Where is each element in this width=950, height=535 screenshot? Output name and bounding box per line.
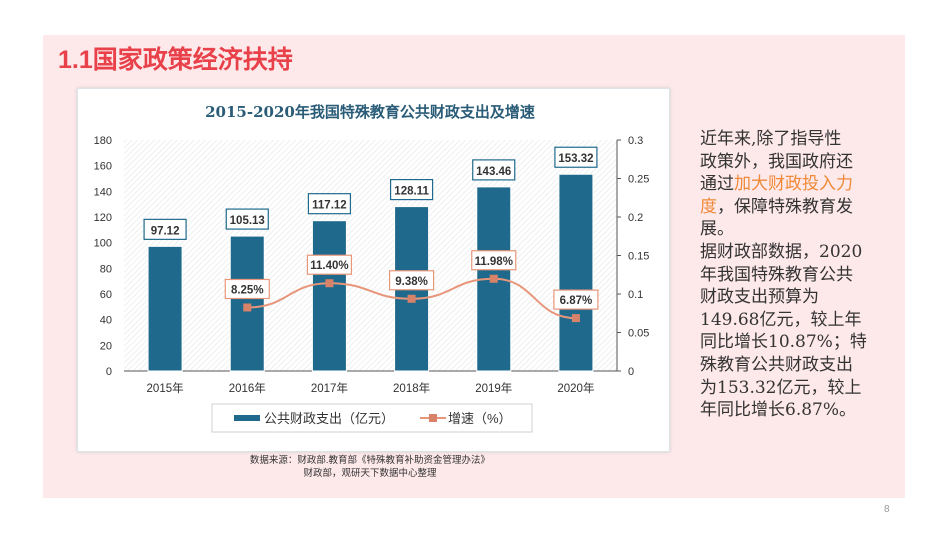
growth-label-box xyxy=(306,254,353,275)
growth-marker xyxy=(243,303,252,312)
bar-label-box xyxy=(472,159,516,181)
text-segment: 财政支出预算为 xyxy=(700,287,819,308)
legend-bar-swatch xyxy=(234,415,260,421)
body-line: 财政支出预算为 xyxy=(700,286,900,309)
text-segment: 展。 xyxy=(700,219,734,240)
legend-line-marker xyxy=(429,414,437,422)
growth-marker xyxy=(489,274,498,283)
left-tick-label: 100 xyxy=(94,238,112,250)
growth-marker xyxy=(571,314,580,323)
growth-label-box xyxy=(388,270,435,291)
bar xyxy=(558,173,594,372)
growth-label: 11.40% xyxy=(310,260,348,272)
legend-label: 增速（%） xyxy=(448,411,512,426)
bar-label: 117.12 xyxy=(312,200,347,212)
bar-label-box xyxy=(143,218,187,240)
body-line: 通过加大财政投入力 xyxy=(700,173,900,196)
chart-source: 数据来源：财政部.教育部《特殊教育补助资金管理办法》 财政部，观研天下数据中心整… xyxy=(200,454,540,480)
body-line: 年我国特殊教育公共 xyxy=(700,264,900,287)
x-tick-label: 2017年 xyxy=(311,381,348,395)
bar-label-box xyxy=(225,208,269,230)
growth-marker xyxy=(325,279,334,288)
bar-label-box xyxy=(389,178,434,201)
text-segment: 年同比增长6.87%。 xyxy=(700,400,857,421)
right-tick-label: 0.3 xyxy=(628,135,643,147)
plot-area xyxy=(124,140,617,371)
body-line: 殊教育公共财政支出 xyxy=(700,354,900,377)
body-line: 149.68亿元，较上年 xyxy=(700,309,900,332)
left-tick-label: 0 xyxy=(106,366,112,378)
source-line: 数据来源：财政部.教育部《特殊教育补助资金管理办法》 xyxy=(249,455,491,466)
left-tick-label: 20 xyxy=(100,340,112,352)
text-segment: 149.68亿元，较上年 xyxy=(700,309,862,330)
text-segment: 近年来,除了指导性 xyxy=(700,129,842,149)
body-line: 据财政部数据，2020 xyxy=(700,241,900,264)
growth-label-box xyxy=(553,289,599,310)
growth-label: 9.38% xyxy=(395,276,428,288)
left-tick-label: 160 xyxy=(94,161,112,173)
text-segment: 同比增长10.87%；特 xyxy=(700,332,867,353)
growth-label-box xyxy=(224,278,270,300)
right-tick-label: 0.15 xyxy=(628,251,649,263)
legend-label: 公共财政支出（亿元） xyxy=(264,411,394,426)
bar-label-box xyxy=(554,146,598,168)
legend-box xyxy=(211,403,533,433)
body-line: 政策外，我国政府还 xyxy=(700,151,900,174)
bar-label: 105.13 xyxy=(230,215,265,227)
right-tick-label: 0.2 xyxy=(628,212,643,224)
text-segment: 通过 xyxy=(700,174,734,195)
source-line: 财政部，观研天下数据中心整理 xyxy=(303,468,437,479)
chart-title: 2015-2020年我国特殊教育公共财政支出及增速 xyxy=(205,103,535,121)
left-tick-label: 60 xyxy=(100,289,112,301)
slide-title: 1.1国家政策经济扶持 xyxy=(58,46,293,74)
text-segment: 政策外，我国政府还 xyxy=(700,151,853,172)
bar-label: 128.11 xyxy=(394,186,429,198)
left-tick-label: 80 xyxy=(100,263,112,275)
right-tick-label: 0.25 xyxy=(628,174,649,186)
body-line: 度，保障特殊教育发 xyxy=(700,196,900,219)
text-segment: 为153.32亿元，较上 xyxy=(700,377,862,398)
body-line: 同比增长10.87%；特 xyxy=(700,331,900,354)
body-line: 展。 xyxy=(700,218,900,241)
x-tick-label: 2016年 xyxy=(229,381,266,395)
left-tick-label: 140 xyxy=(94,186,112,198)
highlight-text: 加大财政投入力 xyxy=(734,174,853,195)
text-segment: ，保障特殊教育发 xyxy=(717,196,853,217)
left-tick-label: 120 xyxy=(94,212,112,224)
bar-label: 143.46 xyxy=(476,166,511,178)
page-number: 8 xyxy=(884,504,890,515)
text-segment: 年我国特殊教育公共 xyxy=(700,264,853,285)
x-tick-label: 2020年 xyxy=(557,381,594,395)
growth-label: 6.87% xyxy=(560,295,593,307)
growth-label: 11.98% xyxy=(475,256,513,268)
body-line: 年同比增长6.87%。 xyxy=(700,399,900,422)
bar xyxy=(147,245,183,372)
growth-label-box xyxy=(471,250,517,271)
right-tick-label: 0.1 xyxy=(628,289,643,301)
text-segment: 据财政部数据，2020 xyxy=(700,241,863,262)
x-tick-label: 2015年 xyxy=(147,381,184,395)
right-tick-label: 0 xyxy=(628,366,634,378)
x-tick-label: 2018年 xyxy=(393,381,430,395)
left-tick-label: 40 xyxy=(100,315,112,327)
highlight-text: 度 xyxy=(700,196,717,217)
left-tick-label: 180 xyxy=(94,135,112,147)
text-segment: 殊教育公共财政支出 xyxy=(700,354,853,375)
right-tick-label: 0.05 xyxy=(628,328,649,340)
growth-marker xyxy=(407,294,416,303)
bar-label-box xyxy=(307,193,352,215)
body-line: 为153.32亿元，较上 xyxy=(700,377,900,400)
bar xyxy=(311,220,347,372)
body-line: 近年来,除了指导性 xyxy=(700,128,900,151)
x-tick-label: 2019年 xyxy=(475,381,512,395)
bar-label: 97.12 xyxy=(151,225,180,237)
bar-label: 153.32 xyxy=(558,153,593,165)
growth-label: 8.25% xyxy=(231,284,264,296)
body-text: 近年来,除了指导性 政策外，我国政府还 通过加大财政投入力 度，保障特殊教育发 展。 据财… xyxy=(700,128,900,422)
